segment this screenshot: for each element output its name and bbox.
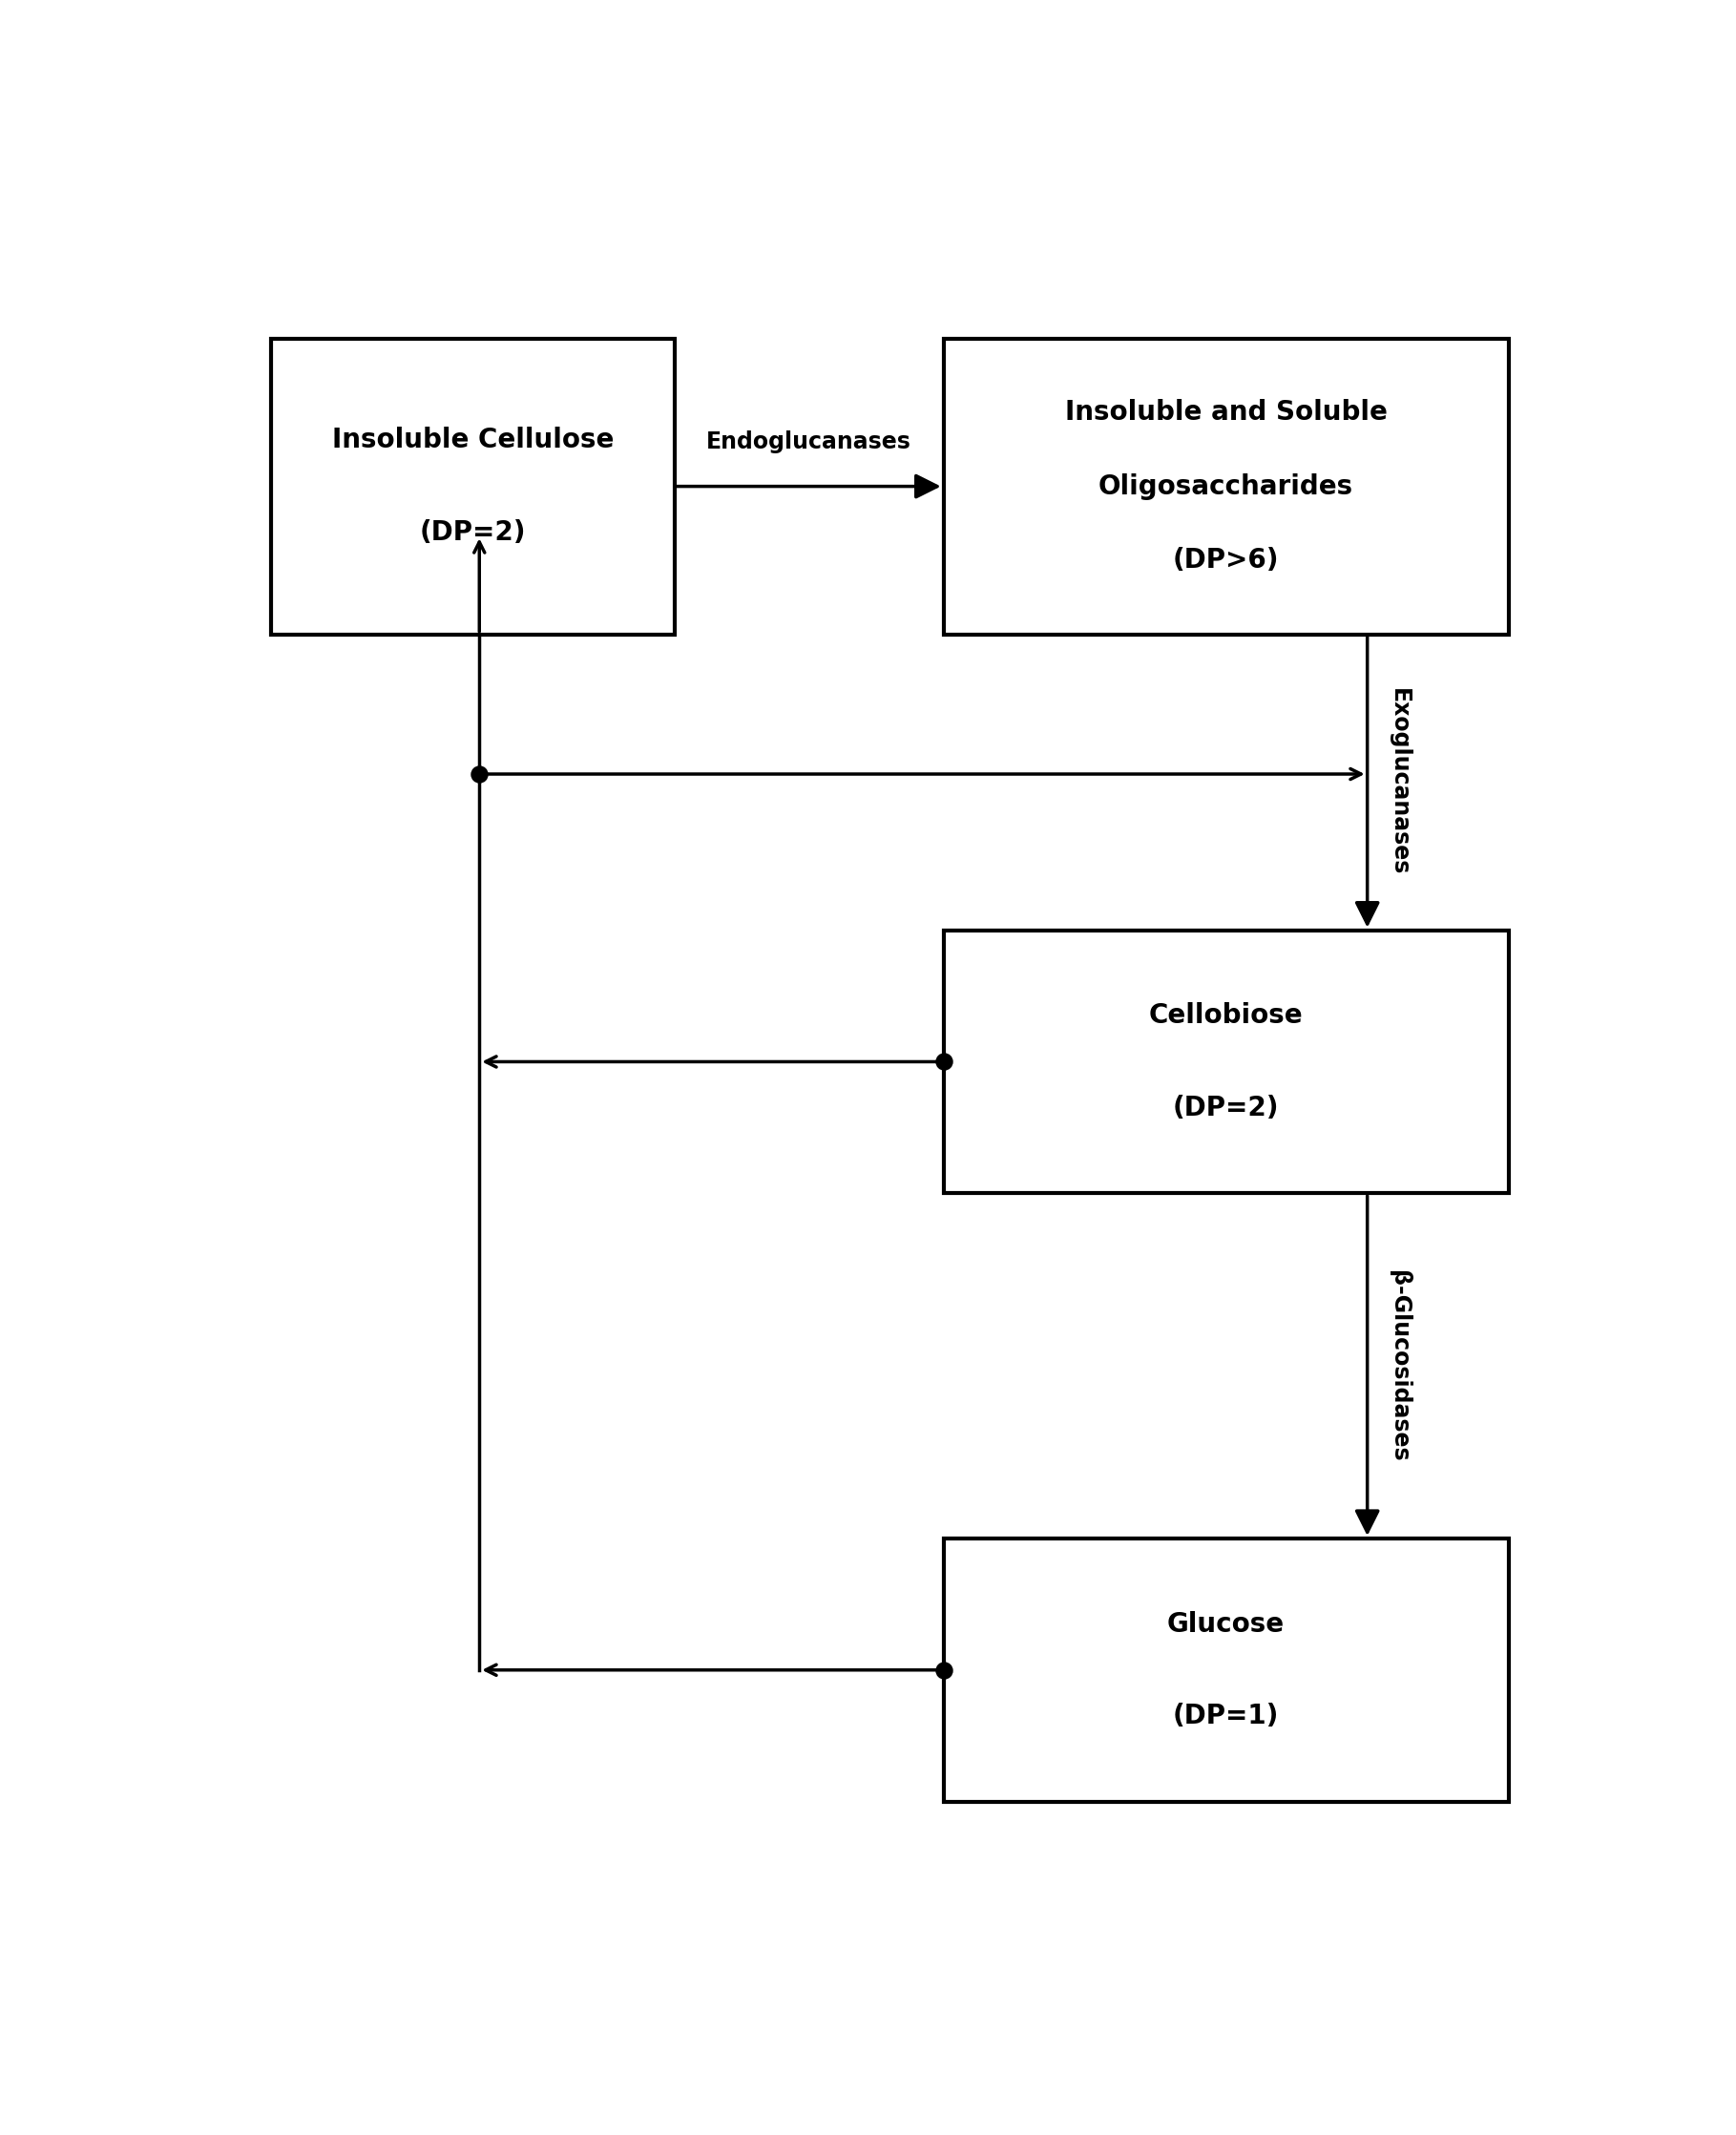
FancyBboxPatch shape bbox=[271, 339, 674, 634]
Text: Insoluble Cellulose: Insoluble Cellulose bbox=[332, 427, 613, 453]
Point bbox=[930, 1652, 958, 1687]
Text: Exoglucanases: Exoglucanases bbox=[1387, 690, 1410, 875]
Point bbox=[465, 758, 493, 792]
FancyBboxPatch shape bbox=[944, 1539, 1509, 1802]
FancyBboxPatch shape bbox=[944, 931, 1509, 1193]
Text: (DP=2): (DP=2) bbox=[1174, 1095, 1279, 1121]
Text: (DP=1): (DP=1) bbox=[1174, 1704, 1279, 1729]
Text: (DP=2): (DP=2) bbox=[420, 519, 526, 547]
FancyBboxPatch shape bbox=[944, 339, 1509, 634]
Point bbox=[930, 1044, 958, 1078]
Text: Endoglucanases: Endoglucanases bbox=[707, 431, 911, 453]
Text: Insoluble and Soluble: Insoluble and Soluble bbox=[1064, 399, 1387, 425]
Text: (DP>6): (DP>6) bbox=[1174, 547, 1279, 574]
Text: Oligosaccharides: Oligosaccharides bbox=[1099, 474, 1354, 500]
Text: Glucose: Glucose bbox=[1167, 1610, 1285, 1638]
Text: β-Glucosidases: β-Glucosidases bbox=[1387, 1270, 1410, 1462]
Text: Cellobiose: Cellobiose bbox=[1149, 1001, 1304, 1029]
